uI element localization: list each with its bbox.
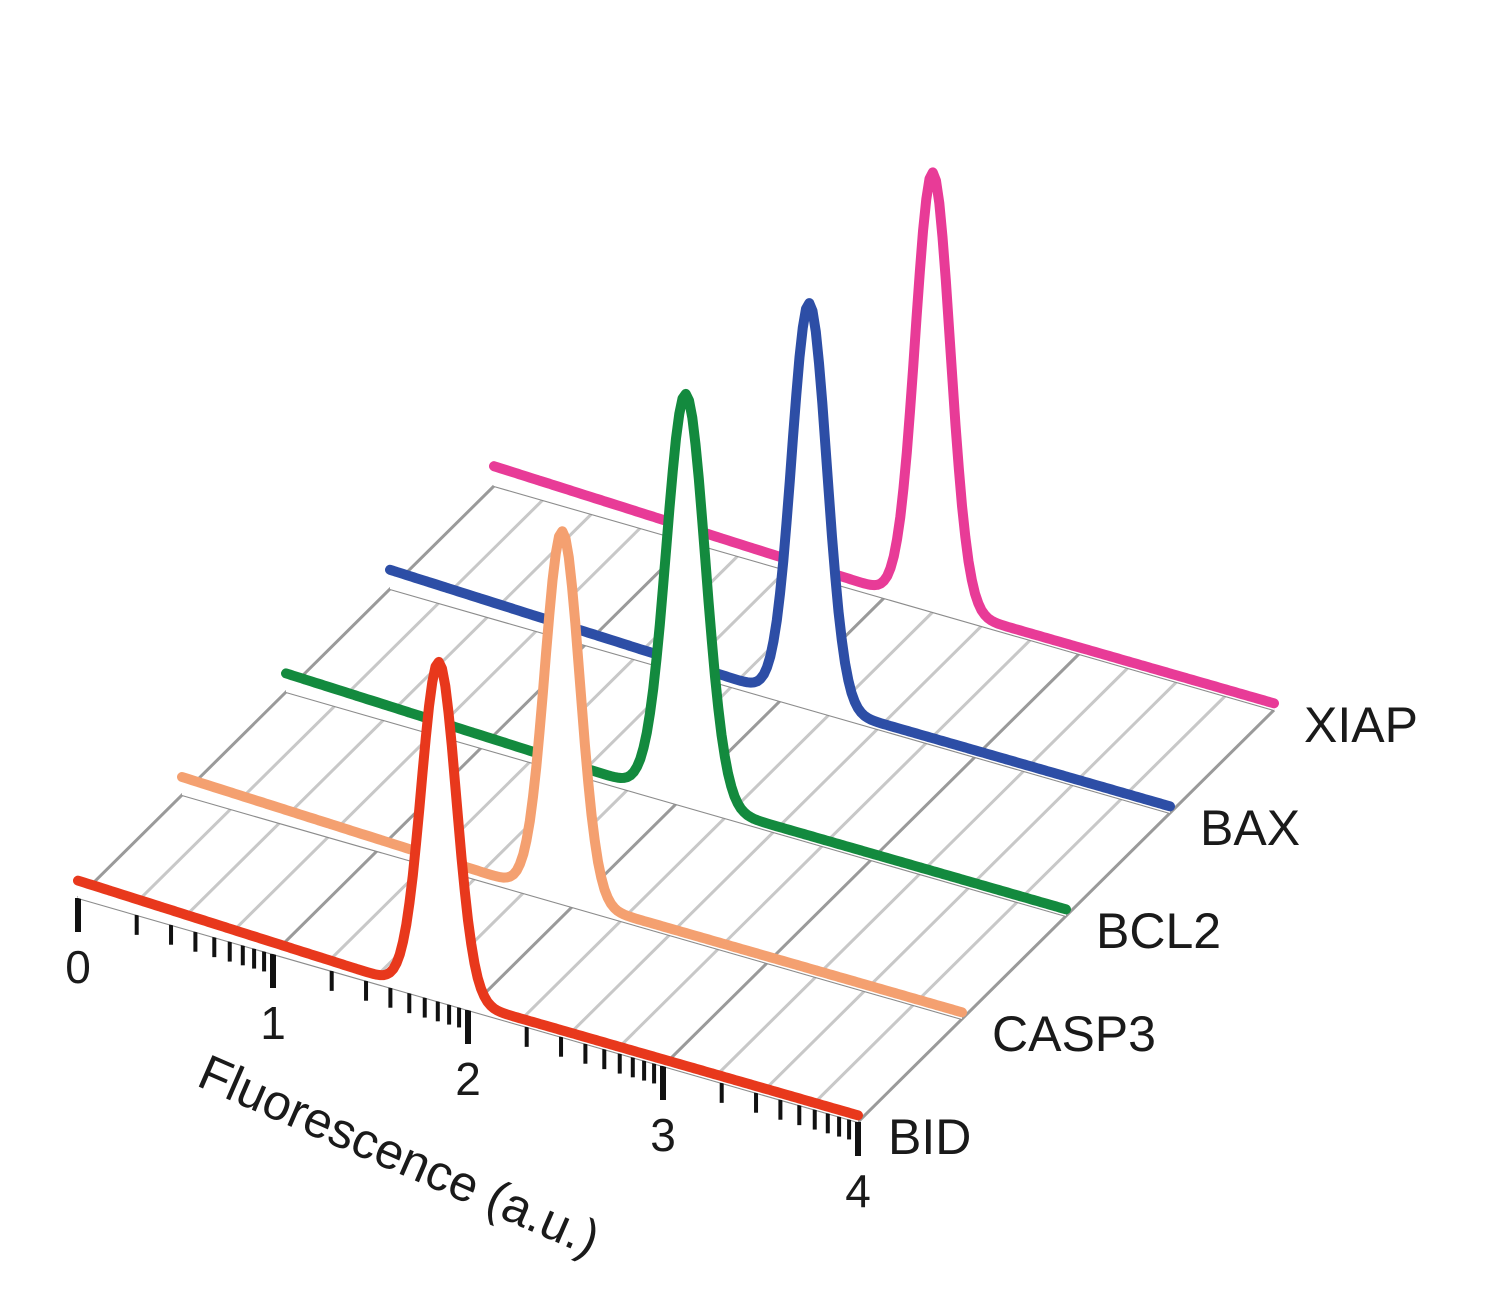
series-fill-bcl2 (286, 393, 1066, 916)
series-label-bcl2: BCL2 (1096, 903, 1221, 959)
x-tick-label: 2 (455, 1053, 481, 1105)
series-line-xiap (489, 167, 1279, 709)
x-axis: 0 1 2 3 4 (65, 898, 871, 1217)
x-tick-label: 1 (260, 997, 286, 1049)
series-fill-xiap (494, 172, 1274, 710)
series-label-xiap: XIAP (1304, 697, 1418, 753)
series-traces (73, 167, 1279, 1122)
series-label-bid: BID (888, 1109, 971, 1165)
series-line-casp3 (177, 526, 967, 1018)
series-fill-casp3 (182, 531, 962, 1019)
x-tick-label: 4 (845, 1165, 871, 1217)
series-line-bax (385, 298, 1175, 812)
series-line-bid (73, 656, 863, 1121)
series-label-bax: BAX (1200, 800, 1300, 856)
x-tick-label: 3 (650, 1109, 676, 1161)
series-label-casp3: CASP3 (992, 1006, 1156, 1062)
x-axis-label: Fluorescence (a.u.) (191, 1044, 608, 1267)
x-tick-label: 0 (65, 941, 91, 993)
series-line-bcl2 (281, 388, 1071, 915)
